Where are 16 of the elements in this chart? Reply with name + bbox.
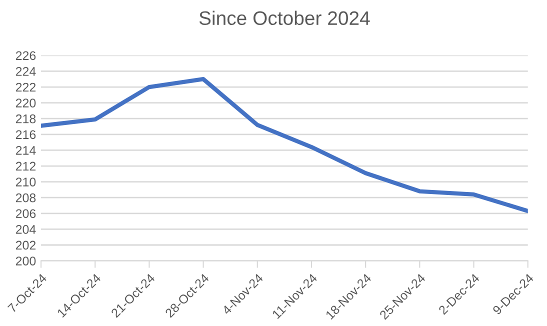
y-tick-label: 212 <box>16 162 36 171</box>
y-tick-label: 202 <box>16 240 36 250</box>
y-tick-label: 220 <box>16 98 36 108</box>
y-tick-label: 222 <box>16 82 36 92</box>
y-tick-label: 218 <box>16 114 36 124</box>
y-tick-label: 214 <box>16 146 36 155</box>
line-series <box>41 77 528 214</box>
y-tick-label: 210 <box>16 178 36 186</box>
y-tick-label: 224 <box>16 67 36 76</box>
chart-title: Since October 2024 <box>199 10 370 26</box>
y-tick-label: 226 <box>16 51 36 60</box>
y-tick-label: 206 <box>16 209 36 218</box>
y-tick-label: 204 <box>16 225 36 234</box>
y-tick-label: 200 <box>16 256 36 266</box>
y-tick-label: 216 <box>16 130 36 140</box>
y-tick-label: 208 <box>16 193 36 202</box>
